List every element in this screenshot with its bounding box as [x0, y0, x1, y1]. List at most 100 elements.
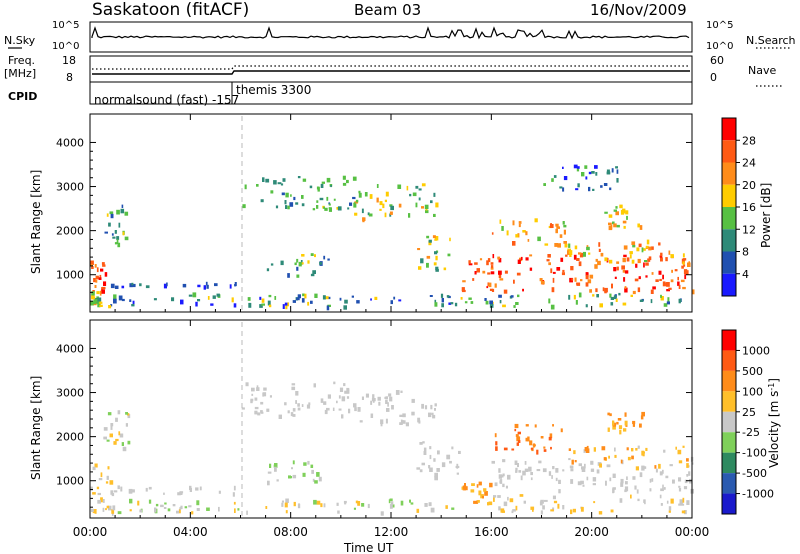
velocity-cell	[118, 431, 121, 436]
power-cell	[104, 231, 108, 234]
power-cell	[440, 293, 444, 298]
velocity-cell	[320, 503, 323, 508]
power-cell	[114, 230, 117, 234]
velocity-cell	[544, 499, 548, 502]
power-cell	[285, 192, 289, 198]
power-cell	[650, 289, 654, 294]
velocity-cell	[610, 509, 614, 513]
power-cell	[122, 231, 125, 236]
power-cell	[113, 298, 117, 304]
velocity-cell	[464, 486, 468, 491]
velocity-cell	[625, 481, 628, 485]
velocity-cell	[552, 495, 556, 500]
velocity-cell	[560, 428, 563, 433]
velocity-cell	[606, 464, 611, 468]
velocity-cell	[514, 428, 517, 432]
velocity-cell	[337, 510, 340, 514]
velocity-y-ticks: 1000 2000 3000 4000	[56, 342, 692, 508]
noise-left-tick-bottom: 10^0	[52, 41, 79, 52]
power-cell	[666, 301, 670, 305]
power-cell	[129, 299, 132, 302]
power-cell	[302, 178, 307, 182]
power-cell	[585, 304, 588, 308]
velocity-cell	[662, 484, 664, 489]
power-cell	[182, 283, 187, 288]
power-cell	[420, 258, 424, 264]
power-cell	[622, 270, 625, 273]
power-cell	[333, 198, 336, 201]
power-cell	[367, 212, 370, 216]
colorbar-tick-label: 100	[742, 385, 763, 398]
velocity-cell	[503, 447, 508, 451]
velocity-cell	[532, 444, 536, 447]
velocity-cell	[117, 485, 120, 490]
velocity-cell	[92, 466, 96, 471]
velocity-cell	[108, 505, 112, 511]
power-cell	[489, 300, 493, 305]
velocity-cell	[498, 474, 502, 479]
y-tick-label: 1000	[56, 475, 84, 488]
velocity-cell	[583, 449, 586, 453]
velocity-cell	[582, 484, 585, 487]
velocity-cell	[682, 497, 685, 503]
velocity-cell	[684, 479, 688, 484]
velocity-cell	[129, 498, 133, 504]
velocity-cell	[179, 507, 182, 510]
power-cell	[613, 209, 617, 212]
power-cell	[216, 293, 220, 297]
power-cell	[110, 283, 115, 289]
power-cell	[234, 282, 237, 286]
velocity-cell	[245, 382, 249, 387]
velocity-cell	[411, 411, 415, 416]
colorbar-tick-label: -1000	[742, 488, 774, 501]
power-cell	[90, 260, 94, 265]
power-cell	[280, 183, 284, 186]
power-cell	[594, 165, 598, 169]
power-cell	[559, 186, 563, 189]
velocity-cell	[122, 446, 127, 452]
velocity-cell	[343, 383, 346, 387]
power-cell	[101, 262, 105, 265]
velocity-cell	[361, 503, 365, 507]
power-cell	[103, 281, 107, 286]
power-cell	[99, 300, 102, 303]
velocity-cell	[260, 401, 264, 405]
power-cell	[108, 222, 111, 227]
velocity-cell	[632, 422, 635, 427]
velocity-cell	[612, 488, 614, 494]
power-cell	[316, 205, 319, 209]
velocity-cell	[529, 440, 533, 446]
velocity-cell	[320, 398, 324, 403]
power-cell	[491, 288, 495, 292]
power-cell	[441, 303, 444, 308]
velocity-cell	[262, 392, 267, 397]
power-cell	[525, 257, 529, 261]
velocity-cell	[103, 427, 108, 431]
power-heatmap-cells	[90, 164, 695, 311]
power-cell	[614, 276, 617, 279]
power-cell	[449, 237, 451, 242]
power-cell	[474, 271, 477, 275]
power-cell	[296, 274, 300, 278]
power-cell	[609, 293, 612, 298]
velocity-cell	[515, 467, 518, 472]
velocity-cell	[488, 501, 493, 506]
power-cell	[522, 230, 526, 233]
colorbar-swatch	[722, 452, 736, 474]
velocity-cell	[361, 396, 364, 400]
power-cell	[668, 287, 672, 290]
power-cell	[464, 301, 468, 304]
power-cell	[618, 292, 621, 296]
power-cell	[342, 182, 347, 186]
velocity-cell	[344, 501, 347, 505]
power-cell	[616, 224, 620, 228]
power-cell	[95, 275, 99, 280]
power-cell	[550, 304, 555, 310]
power-cell	[322, 295, 326, 300]
power-cell	[108, 305, 112, 309]
power-cell	[415, 185, 419, 189]
power-cell	[323, 255, 326, 260]
velocity-cell	[436, 468, 440, 472]
velocity-cell	[473, 500, 477, 504]
velocity-cell	[98, 478, 103, 481]
